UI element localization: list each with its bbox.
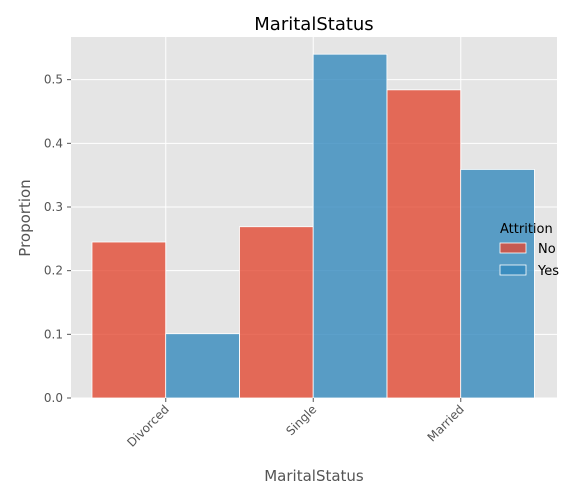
bar-yes-divorced xyxy=(165,333,240,399)
y-tick-label: 0.5 xyxy=(44,73,63,87)
x-axis-label: MaritalStatus xyxy=(264,467,364,485)
y-tick-label: 0.0 xyxy=(44,391,63,405)
legend-title: Attrition xyxy=(500,222,553,237)
legend-label-no: No xyxy=(538,242,556,257)
y-ticks: 0.0 0.1 0.2 0.3 0.4 0.5 xyxy=(44,73,71,405)
y-tick-label: 0.2 xyxy=(44,264,63,278)
legend: Attrition No Yes xyxy=(499,222,559,279)
x-tick-label: Divorced xyxy=(124,402,172,450)
legend-label-yes: Yes xyxy=(537,264,559,279)
y-tick-label: 0.3 xyxy=(44,200,63,214)
bars xyxy=(91,53,535,399)
legend-swatch-no xyxy=(499,242,527,254)
chart-title: MaritalStatus xyxy=(254,14,373,35)
x-ticks: Divorced Single Married xyxy=(124,398,467,450)
y-axis-label: Proportion xyxy=(16,179,34,256)
bar-no-married xyxy=(386,89,462,399)
bar-yes-single xyxy=(312,53,388,399)
x-tick-label: Married xyxy=(425,402,467,444)
bar-no-divorced xyxy=(91,241,167,399)
legend-swatch-yes xyxy=(499,264,527,276)
bar-yes-married xyxy=(460,169,535,399)
bar-no-single xyxy=(239,226,314,399)
y-tick-label: 0.4 xyxy=(44,136,63,150)
y-tick-label: 0.1 xyxy=(44,327,63,341)
x-tick-label: Single xyxy=(283,402,319,438)
